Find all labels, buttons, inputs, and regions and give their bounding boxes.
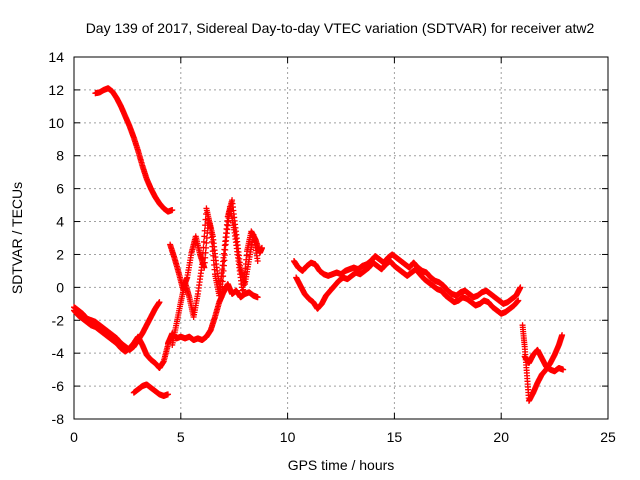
data-point (254, 258, 261, 265)
data-point (202, 222, 209, 229)
data-point (199, 255, 206, 262)
y-tick-label: 10 (48, 115, 64, 131)
x-tick-label: 5 (177, 429, 185, 445)
x-tick-label: 20 (493, 429, 509, 445)
data-point (200, 238, 207, 245)
y-tick-label: -2 (52, 312, 65, 328)
y-tick-label: 8 (56, 148, 64, 164)
data-point (200, 244, 207, 251)
data-point (517, 284, 524, 291)
y-tick-label: 14 (48, 49, 64, 65)
series-track-d-low (130, 381, 171, 399)
x-tick-label: 25 (600, 429, 616, 445)
series-track-i-evening (293, 258, 522, 317)
y-tick-label: -4 (52, 345, 65, 361)
data-point (559, 332, 566, 339)
data-point (201, 227, 208, 234)
y-tick-label: -6 (52, 378, 65, 394)
series-track-e-afternoon (164, 281, 261, 347)
y-tick-label: 6 (56, 181, 64, 197)
x-axis-label: GPS time / hours (288, 457, 395, 473)
x-tick-label: 0 (70, 429, 78, 445)
data-point (201, 233, 208, 240)
x-tick-label: 15 (387, 429, 403, 445)
y-axis: -8 -6 -4 -2 0 2 4 6 8 10 12 14 (48, 49, 608, 427)
chart-title: Day 139 of 2017, Sidereal Day-to-day VTE… (86, 20, 595, 36)
data-point (515, 297, 522, 304)
y-tick-label: 0 (56, 279, 64, 295)
x-axis: 0 5 10 15 20 25 (70, 57, 616, 445)
series-layer (71, 85, 567, 404)
y-tick-label: 4 (56, 214, 64, 230)
y-tick-label: 2 (56, 246, 64, 262)
data-point (254, 294, 261, 301)
x-tick-label: 10 (280, 429, 296, 445)
plot-frame (73, 56, 609, 420)
data-point (202, 216, 209, 223)
data-point (560, 366, 567, 373)
y-axis-label: SDTVAR / TECUs (9, 182, 25, 294)
data-point (200, 250, 207, 257)
data-point (169, 207, 176, 214)
series-track-k-late (521, 346, 567, 375)
data-point (199, 261, 206, 268)
series-track-a-decline (92, 85, 176, 215)
series-track-g-oscillating (169, 197, 261, 348)
y-tick-label: 12 (48, 82, 64, 98)
data-point (258, 244, 265, 251)
data-point (164, 391, 171, 398)
grid (74, 57, 608, 419)
data-point (156, 299, 163, 306)
y-tick-label: -8 (52, 411, 65, 427)
series-track-c-start (71, 307, 171, 371)
